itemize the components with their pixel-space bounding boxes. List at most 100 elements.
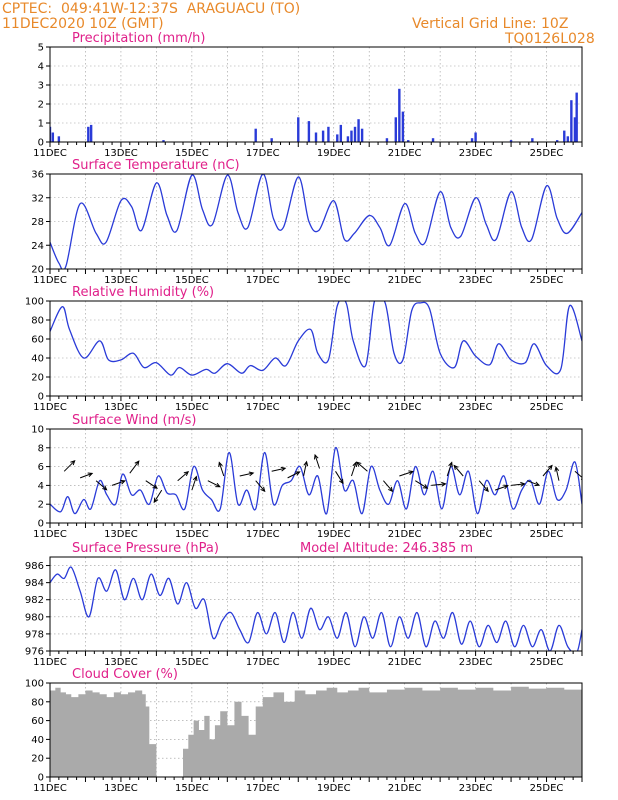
wind-arrow: [191, 475, 198, 491]
panel-rh: Relative Humidity (%) 0 20 40 60 80 100 11DEC 13…: [25, 285, 583, 413]
panel-cloud: Cloud Cover (%) 0 20 40 60 80 100 11DEC 13DEC 15D…: [25, 667, 583, 794]
precip-data: [50, 88, 578, 142]
wind-arrow: [63, 459, 76, 472]
x-tick-label: 21DEC: [388, 402, 422, 413]
wind-arrow: [574, 470, 582, 480]
pressure-series-line: [50, 566, 582, 651]
temp-data: [50, 174, 582, 269]
y-tick-label: 40: [31, 735, 44, 746]
wind-arrow-shaft: [129, 460, 140, 474]
x-tick-label: 25DEC: [530, 529, 564, 540]
y-tick-label: 3: [38, 81, 44, 92]
x-tick-label: 25DEC: [530, 402, 564, 413]
wind-arrow-shaft: [191, 476, 197, 491]
precip-bar: [57, 136, 61, 142]
precip-bar: [575, 92, 578, 142]
x-tick-label: 15DEC: [175, 148, 209, 159]
x-tick-label: 23DEC: [459, 275, 493, 286]
x-tick-label: 19DEC: [317, 148, 351, 159]
precip-bar: [360, 128, 364, 142]
y-tick-label: 980: [25, 612, 44, 623]
precip-bar: [431, 138, 435, 142]
precip-bar: [307, 121, 311, 142]
precip-bar: [321, 130, 325, 142]
precip-bar: [346, 136, 350, 142]
x-tick-label: 13DEC: [104, 529, 138, 540]
y-tick-label: 0: [38, 392, 44, 403]
wind-arrow: [542, 464, 553, 477]
wind-arrow-shaft: [335, 471, 344, 484]
wind-arrow-head: [313, 453, 319, 460]
x-tick-label: 15DEC: [175, 783, 209, 794]
x-tick-label: 11DEC: [33, 657, 67, 668]
x-tick-label: 21DEC: [388, 529, 422, 540]
precip-bar: [394, 117, 397, 142]
wind-arrow: [431, 481, 447, 487]
panel-temp: Surface Temperature (nC) 20 24 28 32 36 11DEC 1…: [31, 158, 583, 286]
wind-arrow-shaft: [79, 472, 93, 479]
y-tick-label: 0: [38, 519, 44, 530]
wind-arrow-head: [408, 470, 414, 475]
precip-bar: [401, 111, 405, 142]
wind-arrow-shaft: [177, 471, 189, 482]
y-tick-label: 20: [31, 754, 44, 765]
y-tick-label: 10: [31, 425, 44, 436]
wind-arrow-shaft: [314, 454, 321, 469]
precip-bar: [470, 138, 474, 142]
x-tick-label: 25DEC: [530, 657, 564, 668]
precip-bar: [474, 132, 477, 142]
x-tick-label: 23DEC: [459, 783, 493, 794]
x-tick-label: 23DEC: [459, 529, 493, 540]
y-tick-label: 20: [31, 373, 44, 384]
y-tick-label: 80: [31, 316, 44, 327]
cloud-data: [50, 686, 582, 777]
x-tick-label: 23DEC: [459, 148, 493, 159]
wind-arrow-head: [183, 470, 190, 477]
precip-bar: [297, 117, 300, 142]
x-tick-label: 13DEC: [104, 783, 138, 794]
wind-arrow: [313, 453, 321, 469]
precip-bar: [339, 124, 343, 142]
wind-title: Surface Wind (m/s): [72, 413, 196, 428]
wind-arrow-head: [422, 484, 429, 489]
y-tick-label: 4: [38, 481, 44, 492]
precip-bar: [570, 100, 573, 142]
wind-arrow-shaft: [399, 471, 414, 477]
wind-arrow: [350, 461, 358, 477]
cloud-title: Cloud Cover (%): [72, 667, 178, 682]
y-tick-label: 100: [25, 679, 44, 690]
wind-arrow: [271, 466, 287, 472]
wind-arrow-head: [215, 482, 221, 488]
y-tick-label: 5: [38, 43, 44, 54]
wind-arrow: [153, 489, 163, 504]
x-tick-label: 15DEC: [175, 529, 209, 540]
wind-arrow-head: [352, 461, 358, 468]
x-tick-label: 17DEC: [246, 783, 280, 794]
x-tick-label: 25DEC: [530, 783, 564, 794]
y-tick-label: 1: [38, 119, 44, 130]
x-tick-label: 21DEC: [388, 657, 422, 668]
wind-arrow: [554, 466, 560, 481]
wind-arrow: [383, 480, 394, 493]
x-tick-label: 25DEC: [530, 275, 564, 286]
x-tick-label: 25DEC: [530, 148, 564, 159]
y-tick-label: 976: [25, 647, 44, 658]
precip-bar: [563, 130, 566, 142]
wind-arrow: [79, 472, 94, 479]
wind-data: [50, 447, 582, 515]
wind-arrow-shaft: [431, 483, 446, 486]
x-tick-label: 17DEC: [246, 657, 280, 668]
precip-bar: [327, 126, 330, 142]
wind-arrow-shaft: [446, 462, 453, 477]
wind-arrow: [335, 471, 344, 485]
wind-arrow-head: [554, 466, 560, 472]
x-tick-label: 11DEC: [33, 148, 67, 159]
x-tick-label: 11DEC: [33, 529, 67, 540]
x-tick-label: 13DEC: [104, 402, 138, 413]
wind-arrow-head: [520, 481, 526, 487]
x-tick-label: 13DEC: [104, 657, 138, 668]
panel-pressure: Surface Pressure (hPa) Model Altitude: 24…: [25, 541, 583, 668]
x-tick-label: 19DEC: [317, 402, 351, 413]
y-tick-label: 978: [25, 629, 44, 640]
y-tick-label: 984: [25, 578, 44, 589]
